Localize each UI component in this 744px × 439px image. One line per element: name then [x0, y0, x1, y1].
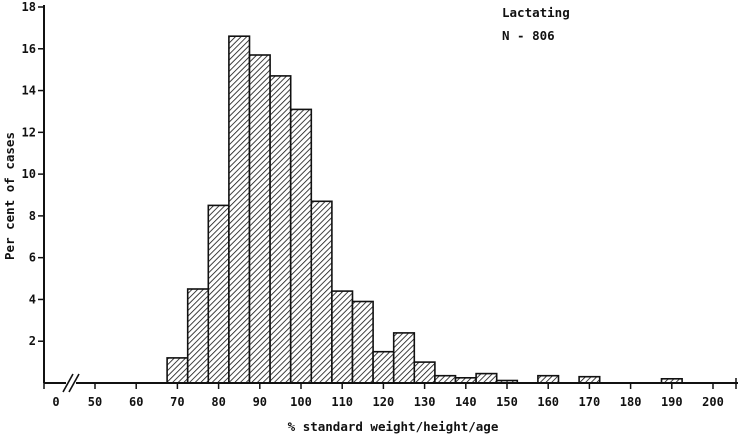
histogram-bar [434, 374, 457, 384]
histogram-bar [537, 374, 560, 384]
x-ticks: 0 50 60 70 80 90 100 110 120 130 140 150 160 170 180 19… [43, 378, 737, 409]
histogram-bar [372, 350, 395, 384]
x-tick-label: 50 [88, 395, 102, 409]
x-axis-title: % standard weight/height/age [288, 419, 499, 434]
histogram-bar [351, 300, 374, 384]
histogram-bar [248, 54, 271, 384]
x-tick-label: 90 [253, 395, 267, 409]
x-tick-label: 170 [579, 395, 601, 409]
histogram-bar [166, 357, 189, 384]
x-tick-label: 60 [129, 395, 143, 409]
x-tick-label: 120 [373, 395, 395, 409]
x-tick-label: 160 [537, 395, 559, 409]
histogram-bar [413, 361, 436, 384]
y-tick-label: 16 [22, 42, 36, 56]
x-tick-label: 190 [661, 395, 683, 409]
y-tick-label: 18 [22, 0, 36, 14]
x-tick-label: 70 [170, 395, 184, 409]
x-tick-label: 110 [331, 395, 353, 409]
axes [43, 5, 738, 393]
x-tick-label: 200 [702, 395, 724, 409]
histogram-bar [207, 204, 230, 384]
y-axis-title: Per cent of cases [2, 132, 17, 260]
x-tick-label: 140 [455, 395, 477, 409]
y-tick-label: 8 [29, 209, 36, 223]
y-tick-label: 12 [22, 125, 36, 139]
histogram-bar [310, 200, 333, 384]
bars [166, 35, 683, 384]
y-tick-label: 4 [29, 292, 36, 306]
axis-break-mark [62, 373, 80, 393]
y-tick-label: 10 [22, 167, 36, 181]
histogram-bar [186, 288, 210, 384]
y-ticks: 2 4 6 8 10 12 14 16 18 [22, 0, 44, 348]
x-tick-label: 100 [290, 395, 312, 409]
y-tick-label: 6 [29, 251, 36, 265]
annotation-group: Lactating [502, 5, 570, 20]
annotation-n: N - 806 [502, 28, 555, 43]
x-tick-label: 150 [496, 395, 518, 409]
histogram-bar [228, 35, 251, 384]
y-tick-label: 2 [29, 334, 36, 348]
x-tick-label: 130 [414, 395, 436, 409]
x-tick-label: 80 [211, 395, 225, 409]
histogram-bar [269, 75, 292, 384]
y-tick-label: 14 [22, 84, 36, 98]
x-tick-label: 0 [52, 395, 59, 409]
histogram-bar [289, 108, 313, 384]
histogram-bar [392, 332, 416, 384]
x-tick-label: 180 [620, 395, 642, 409]
histogram-bar [475, 372, 498, 384]
histogram-bar [331, 290, 354, 384]
